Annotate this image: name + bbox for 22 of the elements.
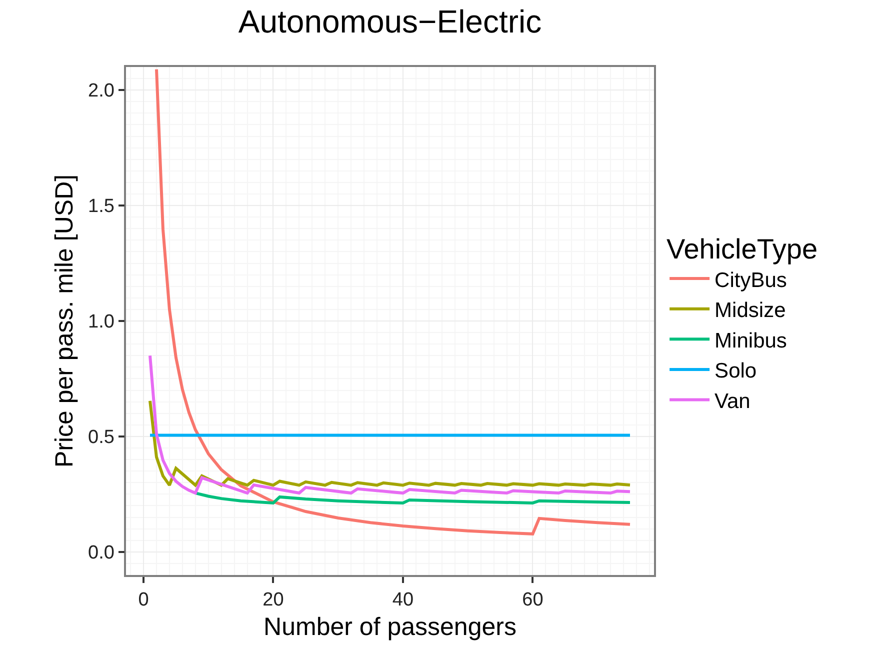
legend-label: Solo <box>714 360 757 383</box>
y-tick-label: 1.0 <box>88 312 114 333</box>
chart-title: Autonomous−Electric <box>238 3 542 40</box>
legend-title: VehicleType <box>666 233 818 264</box>
line-series <box>148 399 632 487</box>
x-tick-label: 0 <box>138 590 149 611</box>
line-series <box>194 492 632 504</box>
y-tick-label: 2.0 <box>88 80 114 102</box>
legend-label: Minibus <box>714 329 787 352</box>
x-tick-label: 20 <box>262 590 284 611</box>
y-tick-label: 0.5 <box>88 427 114 448</box>
legend-label: CityBus <box>714 268 787 292</box>
legend-label: Van <box>714 390 750 413</box>
x-axis-title: Number of passengers <box>264 613 516 642</box>
x-tick-label: 40 <box>392 590 414 611</box>
line-series <box>148 354 632 495</box>
y-tick-label: 1.5 <box>88 196 114 218</box>
y-tick-label: 0.0 <box>88 542 114 564</box>
legend-label: Midsize <box>714 299 786 322</box>
y-axis-title: Price per pass. mile [USD] <box>50 174 78 468</box>
line-series <box>154 68 632 536</box>
x-tick-label: 60 <box>522 590 544 611</box>
